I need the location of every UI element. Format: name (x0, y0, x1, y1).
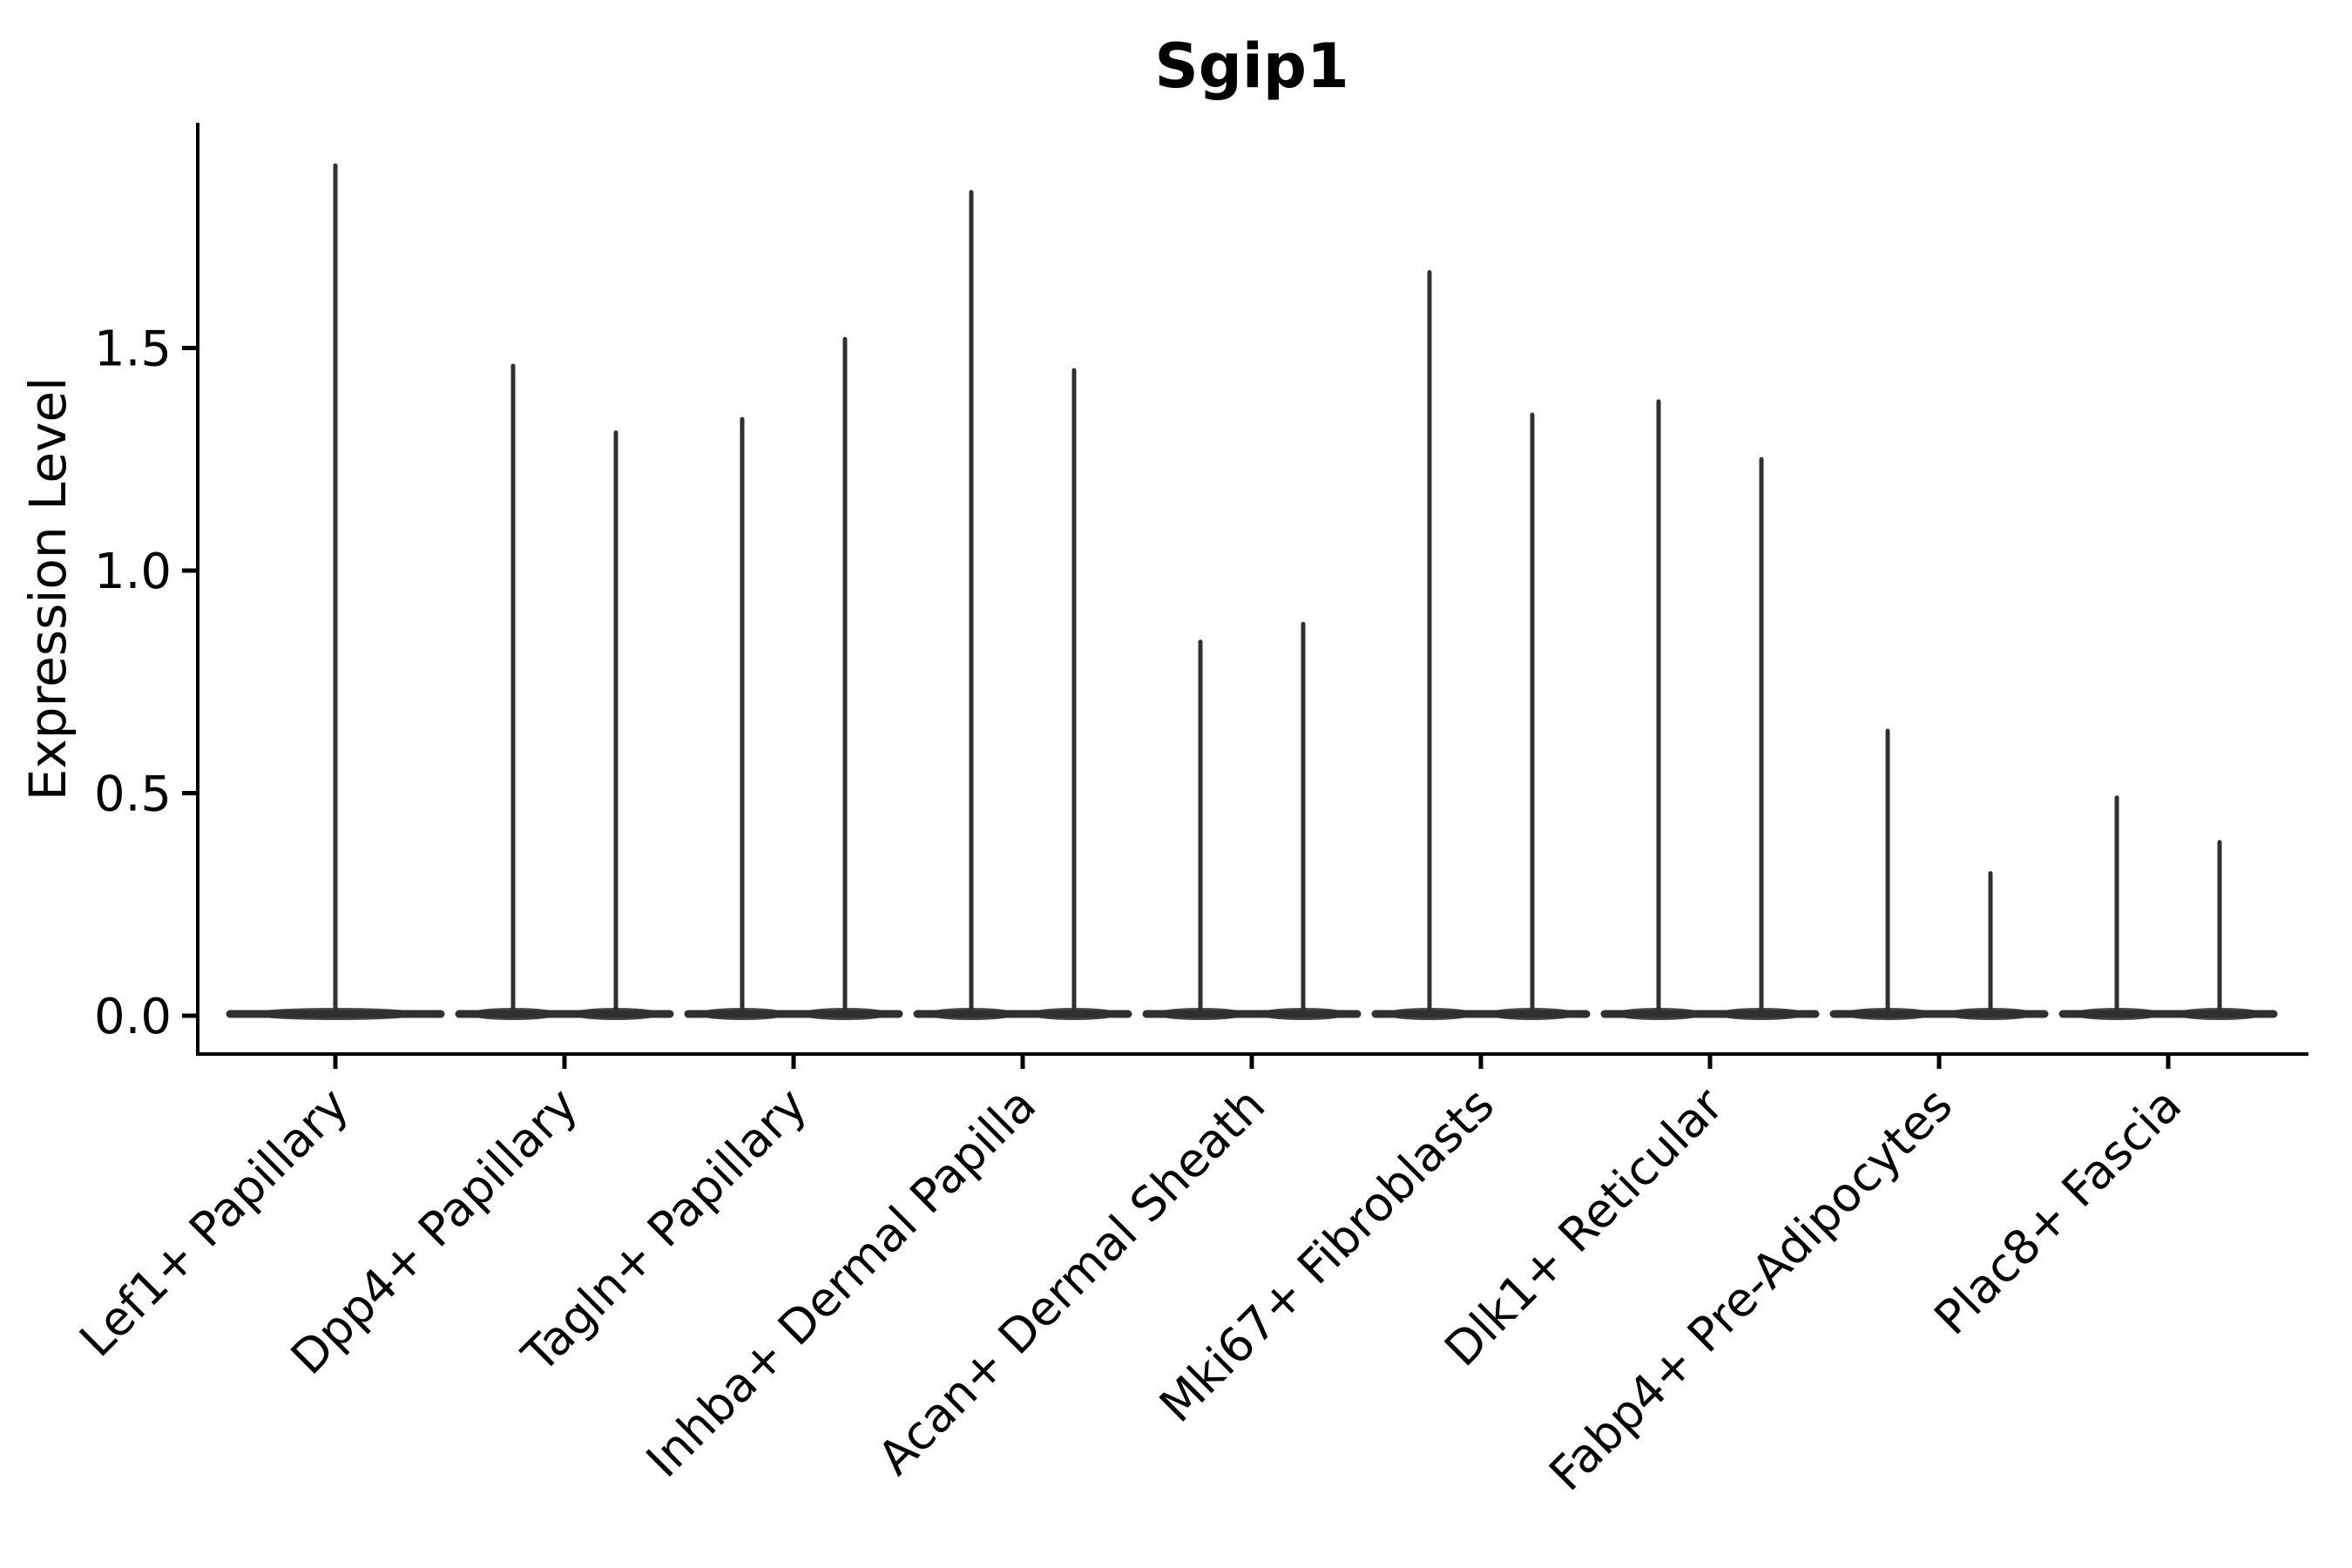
y-tick-label: 1.0 (94, 544, 172, 600)
y-tick-label: 0.0 (94, 989, 172, 1045)
x-tick-label: Plac8+ Fascia (1923, 1078, 2192, 1346)
violins (226, 163, 2278, 1020)
x-tick-label: Fabp4+ Pre-Adipocytes (1538, 1078, 1963, 1502)
y-tick-label: 1.5 (94, 321, 172, 378)
chart-title: Sgip1 (1154, 30, 1348, 102)
x-tick-label: Acan+ Dermal Sheath (868, 1078, 1275, 1485)
y-tick-label: 0.5 (94, 767, 172, 823)
x-tick-label: Inhba+ Dermal Papilla (636, 1078, 1046, 1488)
y-axis-label: Expression Level (18, 377, 78, 801)
axes: 0.0 0.5 1.0 1.5 (94, 123, 2308, 1069)
